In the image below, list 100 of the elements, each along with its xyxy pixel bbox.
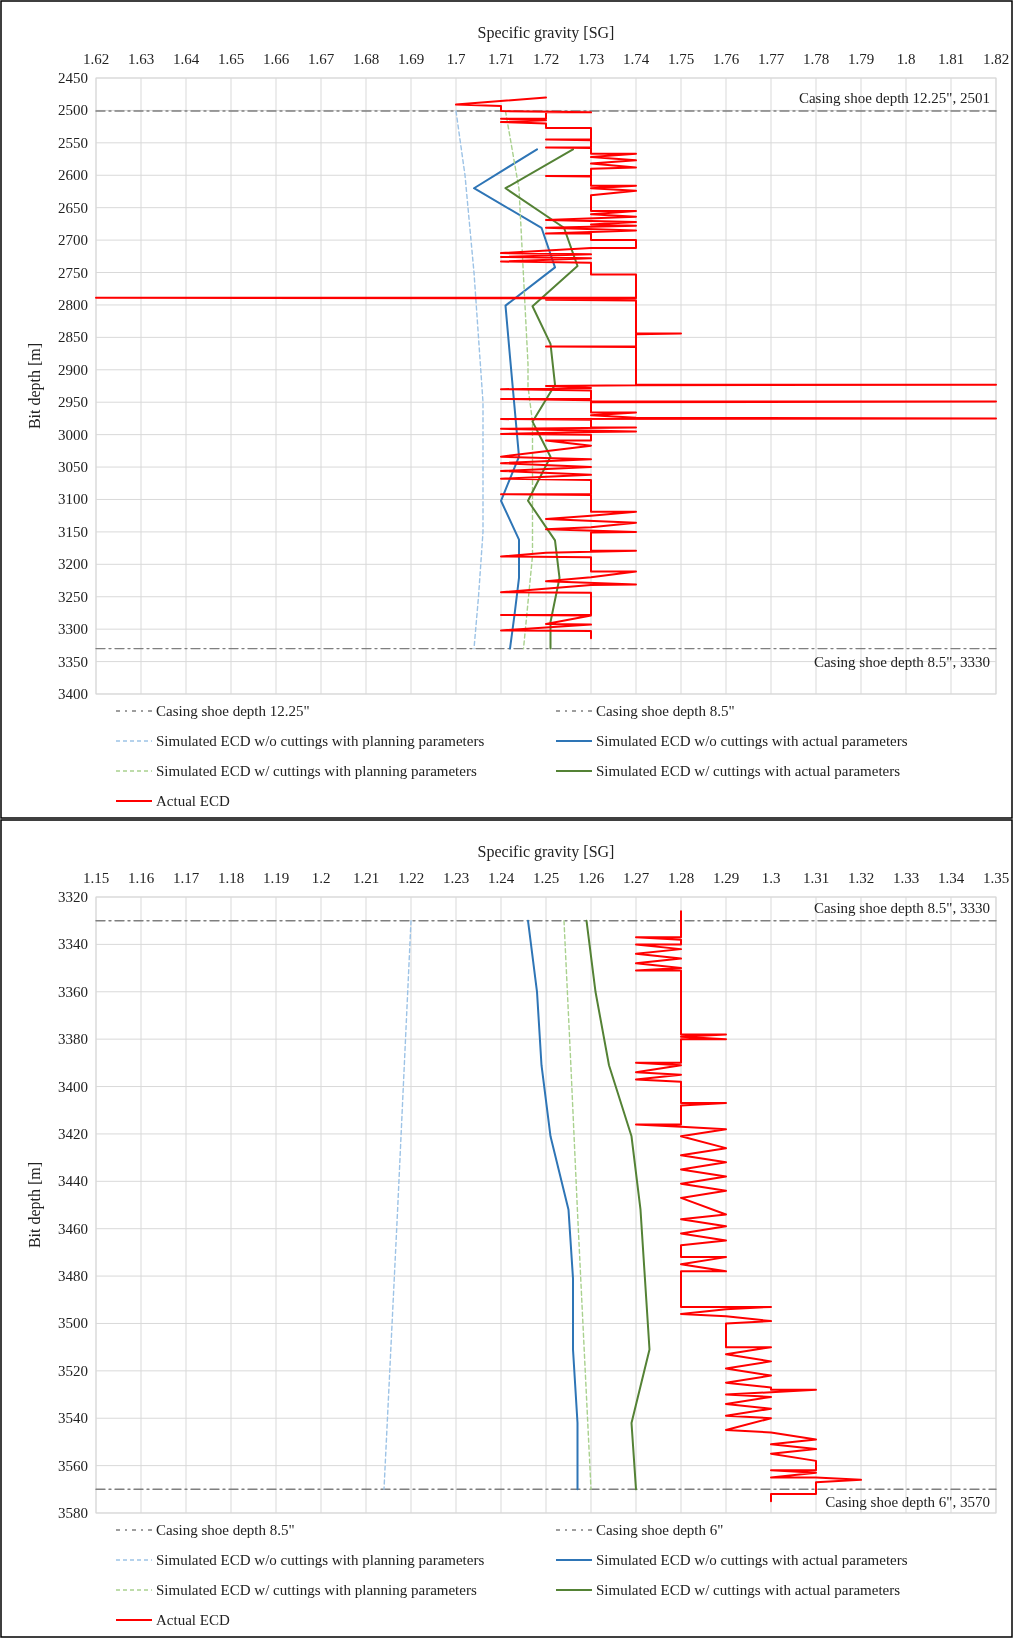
x-tick-label: 1.71 — [487, 51, 515, 67]
line-series — [563, 919, 592, 1491]
y-tick-label: 2950 — [58, 394, 88, 411]
y-tick-label: 3480 — [58, 1268, 88, 1285]
x-tick-label: 1.69 — [397, 51, 425, 67]
x-tick-label: 1.25 — [532, 870, 560, 886]
y-tick-label: 3460 — [58, 1220, 88, 1237]
x-tick-label: 1.77 — [757, 51, 785, 67]
line-series — [504, 110, 534, 650]
line-series — [455, 110, 484, 650]
x-tick-label: 1.26 — [577, 870, 605, 886]
y-tick-label: 3560 — [58, 1457, 88, 1474]
line-series — [504, 148, 579, 650]
legend-label: Simulated ECD w/ cuttings with planning parameters — [156, 1582, 477, 1598]
y-tick-label: 2500 — [58, 102, 88, 119]
y-tick-label: 3500 — [58, 1315, 88, 1332]
x-tick-label: 1.19 — [262, 870, 290, 886]
y-tick-label: 3150 — [58, 523, 88, 540]
legend-label: Actual ECD — [156, 1612, 230, 1628]
x-tick-label: 1.73 — [577, 51, 605, 67]
x-tick-label: 1.75 — [667, 51, 695, 67]
y-tick-label: 3250 — [58, 588, 88, 605]
x-tick-label: 1.62 — [82, 51, 110, 67]
x-tick-label: 1.81 — [937, 51, 965, 67]
y-tick-label: 3540 — [58, 1410, 88, 1427]
y-tick-label: 2550 — [58, 134, 88, 151]
y-axis-title: Bit depth [m] — [26, 1161, 44, 1249]
x-axis-title: Specific gravity [SG] — [477, 24, 615, 42]
legend-label: Simulated ECD w/o cuttings with planning parameters — [156, 733, 485, 749]
legend-label: Simulated ECD w/ cuttings with planning parameters — [156, 763, 477, 779]
y-tick-label: 3400 — [58, 686, 88, 702]
y-tick-label: 2800 — [58, 296, 88, 313]
x-tick-label: 1.72 — [532, 51, 560, 67]
y-tick-label: 2750 — [58, 264, 88, 281]
x-tick-label: 1.2 — [311, 870, 331, 886]
x-tick-label: 1.3 — [761, 870, 781, 886]
y-tick-label: 3050 — [58, 459, 88, 476]
x-tick-label: 1.21 — [352, 870, 380, 886]
x-tick-label: 1.31 — [802, 870, 830, 886]
x-tick-label: 1.67 — [307, 51, 335, 67]
x-tick-label: 1.29 — [712, 870, 740, 886]
y-tick-label: 3580 — [58, 1505, 88, 1521]
x-tick-label: 1.8 — [896, 51, 916, 67]
y-tick-label: 3440 — [58, 1173, 88, 1190]
y-tick-label: 2850 — [58, 329, 88, 346]
y-tick-label: 2450 — [58, 70, 88, 86]
y-tick-label: 3360 — [58, 983, 88, 1000]
annotation: Casing shoe depth 6", 3570 — [825, 1494, 990, 1511]
legend-label: Casing shoe depth 8.5" — [156, 1522, 295, 1538]
x-tick-label: 1.16 — [127, 870, 155, 886]
legend-label: Casing shoe depth 8.5" — [596, 703, 735, 719]
y-tick-label: 3350 — [58, 653, 88, 670]
y-tick-label: 3420 — [58, 1125, 88, 1142]
x-tick-label: 1.74 — [622, 51, 650, 67]
y-tick-label: 3320 — [58, 889, 88, 905]
y-tick-label: 2900 — [58, 361, 88, 378]
legend-label: Casing shoe depth 12.25" — [156, 703, 310, 719]
x-tick-label: 1.18 — [217, 870, 245, 886]
annotation: Casing shoe depth 12.25", 2501 — [798, 90, 990, 107]
y-tick-label: 3200 — [58, 556, 88, 573]
line-series — [527, 919, 579, 1491]
legend-label: Simulated ECD w/o cuttings with actual parameters — [596, 733, 908, 749]
x-tick-label: 1.68 — [352, 51, 380, 67]
x-tick-label: 1.33 — [892, 870, 920, 886]
x-tick-label: 1.24 — [487, 870, 515, 886]
line-series — [473, 148, 556, 650]
x-tick-label: 1.78 — [802, 51, 830, 67]
x-tick-label: 1.79 — [847, 51, 875, 67]
y-tick-label: 3520 — [58, 1362, 88, 1379]
y-tick-label: 3300 — [58, 621, 88, 638]
legend-label: Simulated ECD w/ cuttings with actual parameters — [596, 1582, 901, 1598]
y-tick-label: 3100 — [58, 491, 88, 508]
x-tick-label: 1.65 — [217, 51, 245, 67]
y-tick-label: 2700 — [58, 232, 88, 249]
legend-label: Simulated ECD w/o cuttings with planning parameters — [156, 1552, 485, 1568]
x-tick-label: 1.66 — [262, 51, 290, 67]
x-tick-label: 1.64 — [172, 51, 200, 67]
legend-label: Actual ECD — [156, 793, 230, 809]
x-tick-label: 1.76 — [712, 51, 740, 67]
y-tick-label: 3400 — [58, 1078, 88, 1095]
y-tick-label: 2600 — [58, 167, 88, 184]
x-tick-label: 1.27 — [622, 870, 650, 886]
x-tick-label: 1.23 — [442, 870, 470, 886]
y-tick-label: 3380 — [58, 1031, 88, 1048]
x-tick-label: 1.7 — [446, 51, 466, 67]
x-tick-label: 1.32 — [847, 870, 875, 886]
x-tick-label: 1.15 — [82, 870, 110, 886]
x-tick-label: 1.17 — [172, 870, 200, 886]
x-tick-label: 1.63 — [127, 51, 155, 67]
x-axis-title: Specific gravity [SG] — [477, 843, 615, 861]
annotation: Casing shoe depth 8.5", 3330 — [813, 899, 990, 916]
y-tick-label: 2650 — [58, 199, 88, 216]
x-tick-label: 1.35 — [982, 870, 1010, 886]
x-tick-label: 1.82 — [982, 51, 1010, 67]
legend-label: Simulated ECD w/o cuttings with actual parameters — [596, 1552, 908, 1568]
line-series — [585, 919, 651, 1491]
annotation: Casing shoe depth 8.5", 3330 — [813, 653, 990, 670]
x-tick-label: 1.22 — [397, 870, 425, 886]
y-tick-label: 3000 — [58, 426, 88, 443]
legend-label: Simulated ECD w/ cuttings with actual parameters — [596, 763, 901, 779]
